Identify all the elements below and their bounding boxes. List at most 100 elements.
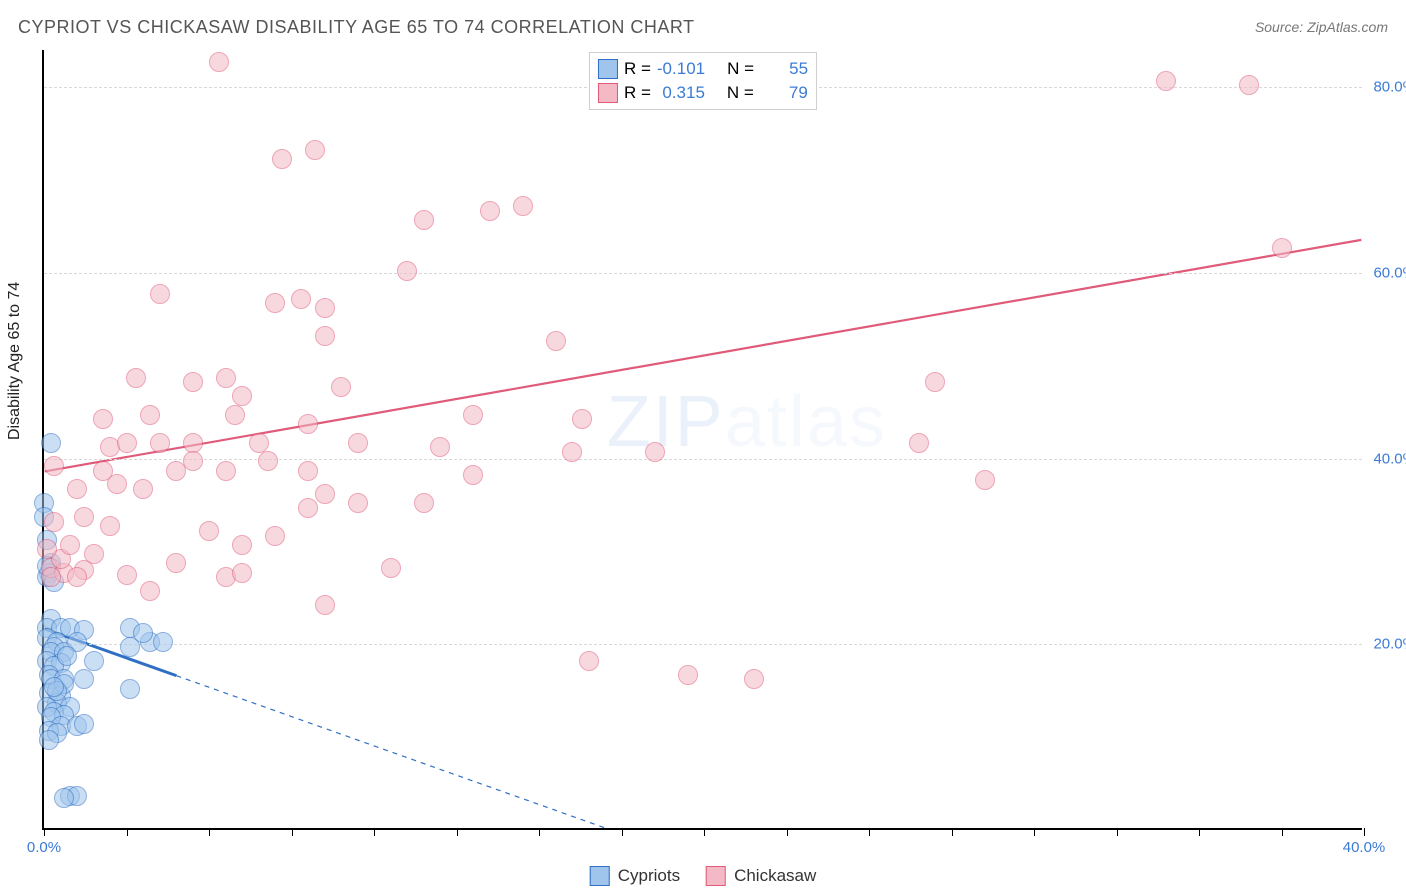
xtick-label: 40.0% xyxy=(1343,839,1386,856)
data-point xyxy=(153,632,173,652)
data-point xyxy=(133,479,153,499)
trend-lines-svg xyxy=(44,50,1362,828)
data-point xyxy=(93,409,113,429)
data-point xyxy=(480,201,500,221)
legend-item: Chickasaw xyxy=(706,866,816,886)
data-point xyxy=(315,298,335,318)
data-point xyxy=(67,479,87,499)
data-point xyxy=(216,461,236,481)
gridline xyxy=(44,644,1362,645)
page-header: CYPRIOT VS CHICKASAW DISABILITY AGE 65 T… xyxy=(18,12,1388,42)
trend-line-dashed xyxy=(176,676,620,828)
data-point xyxy=(1156,71,1176,91)
xtick xyxy=(44,828,45,836)
data-point xyxy=(150,433,170,453)
data-point xyxy=(249,433,269,453)
data-point xyxy=(645,442,665,462)
watermark-dark: ZIP xyxy=(607,382,725,462)
data-point xyxy=(166,553,186,573)
n-label: N = xyxy=(727,81,754,105)
legend-stat-row: R =0.315N =79 xyxy=(598,81,808,105)
data-point xyxy=(225,405,245,425)
legend-item: Cypriots xyxy=(590,866,680,886)
data-point xyxy=(126,368,146,388)
xtick xyxy=(787,828,788,836)
series-legend: Cypriots Chickasaw xyxy=(590,866,817,886)
data-point xyxy=(41,567,61,587)
data-point xyxy=(44,512,64,532)
legend-label: Cypriots xyxy=(618,866,680,886)
xtick xyxy=(127,828,128,836)
data-point xyxy=(305,140,325,160)
trend-line xyxy=(45,240,1362,472)
xtick xyxy=(1199,828,1200,836)
xtick xyxy=(374,828,375,836)
data-point xyxy=(430,437,450,457)
data-point xyxy=(381,558,401,578)
data-point xyxy=(39,730,59,750)
chart-title: CYPRIOT VS CHICKASAW DISABILITY AGE 65 T… xyxy=(18,17,695,38)
data-point xyxy=(348,433,368,453)
xtick xyxy=(1117,828,1118,836)
ytick-label: 40.0% xyxy=(1366,450,1406,467)
data-point xyxy=(117,565,137,585)
data-point xyxy=(265,293,285,313)
data-point xyxy=(414,493,434,513)
data-point xyxy=(37,539,57,559)
plot-area: R =-0.101N =55R =0.315N =79 ZIPatlas 20.… xyxy=(42,50,1362,830)
data-point xyxy=(414,210,434,230)
data-point xyxy=(291,289,311,309)
data-point xyxy=(348,493,368,513)
xtick xyxy=(457,828,458,836)
data-point xyxy=(209,52,229,72)
data-point xyxy=(463,465,483,485)
data-point xyxy=(258,451,278,471)
data-point xyxy=(315,484,335,504)
n-label: N = xyxy=(727,57,754,81)
data-point xyxy=(216,368,236,388)
data-point xyxy=(54,788,74,808)
xtick xyxy=(622,828,623,836)
data-point xyxy=(397,261,417,281)
data-point xyxy=(150,284,170,304)
data-point xyxy=(183,372,203,392)
data-point xyxy=(57,646,77,666)
data-point xyxy=(909,433,929,453)
data-point xyxy=(107,474,127,494)
data-point xyxy=(265,526,285,546)
data-point xyxy=(140,581,160,601)
legend-swatch xyxy=(706,866,726,886)
data-point xyxy=(331,377,351,397)
data-point xyxy=(298,414,318,434)
data-point xyxy=(100,516,120,536)
xtick xyxy=(209,828,210,836)
data-point xyxy=(74,669,94,689)
xtick xyxy=(869,828,870,836)
xtick xyxy=(952,828,953,836)
data-point xyxy=(232,535,252,555)
data-point xyxy=(546,331,566,351)
data-point xyxy=(1239,75,1259,95)
data-point xyxy=(183,451,203,471)
data-point xyxy=(232,563,252,583)
xtick xyxy=(1282,828,1283,836)
data-point xyxy=(74,507,94,527)
data-point xyxy=(117,433,137,453)
legend-label: Chickasaw xyxy=(734,866,816,886)
data-point xyxy=(133,623,153,643)
legend-stat-row: R =-0.101N =55 xyxy=(598,57,808,81)
xtick xyxy=(539,828,540,836)
data-point xyxy=(232,386,252,406)
n-value: 55 xyxy=(760,57,808,81)
data-point xyxy=(44,677,64,697)
data-point xyxy=(140,405,160,425)
data-point xyxy=(572,409,592,429)
data-point xyxy=(84,651,104,671)
data-point xyxy=(562,442,582,462)
data-point xyxy=(183,433,203,453)
data-point xyxy=(1272,238,1292,258)
data-point xyxy=(44,456,64,476)
source-attribution: Source: ZipAtlas.com xyxy=(1255,19,1388,35)
r-label: R = xyxy=(624,81,651,105)
ytick-label: 60.0% xyxy=(1366,264,1406,281)
